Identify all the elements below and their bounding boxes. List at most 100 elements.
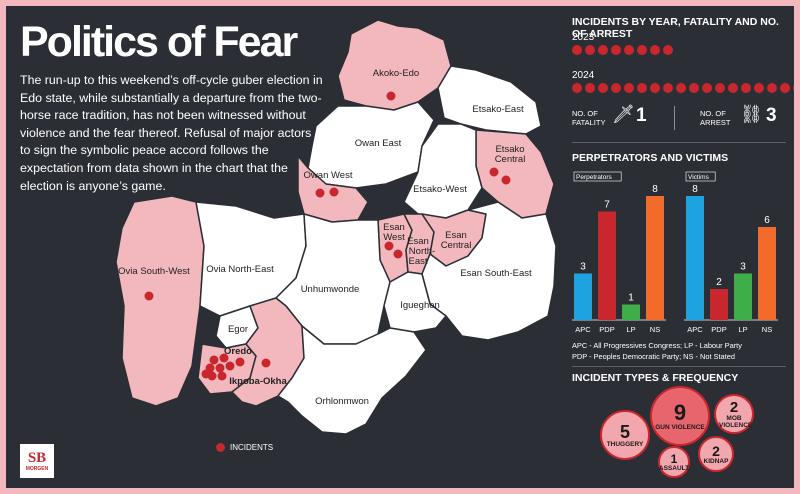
lga-label-esan-south-east: Esan South-East (460, 268, 532, 279)
incident-year-dot (611, 83, 621, 93)
arrest-value: 3 (766, 105, 777, 126)
category-label: NS (762, 325, 772, 334)
brand-name: MORGEN (25, 466, 49, 472)
incident-marker (384, 241, 394, 251)
incident-year-dot (572, 83, 582, 93)
incident-year-dot (728, 83, 738, 93)
map-legend: INCIDENTS (216, 443, 273, 452)
lga-region-etsako-west (403, 123, 483, 219)
lga-label-unhumwonde: Unhumwonde (301, 284, 360, 295)
incident-marker (235, 357, 245, 367)
bar-pdp (598, 211, 616, 320)
bar-value-label: 8 (692, 184, 698, 195)
incident-year-dot (676, 83, 686, 93)
incident-year-dot (637, 45, 647, 55)
incident-year-dot (715, 83, 725, 93)
assault-label: ASSAULT (658, 464, 690, 472)
category-label: APC (687, 325, 703, 334)
lga-label-etsako-central-1: Etsako (495, 144, 524, 155)
incident-year-dot (702, 83, 712, 93)
category-label: NS (650, 325, 660, 334)
lga-label-egor: Egor (228, 324, 248, 335)
incident-year-dot (663, 45, 673, 55)
gun-violence-count: 9 (673, 399, 687, 425)
incident-year-dot (650, 83, 660, 93)
incident-marker (215, 363, 225, 373)
lga-region-ovia-south-west (115, 195, 205, 407)
handcuffs-icon: ⛓ (740, 104, 763, 124)
kidnap-label: KIDNAP (703, 457, 729, 465)
series-tag-box (685, 171, 716, 182)
bar-pdp (710, 289, 728, 320)
assault-count: 1 (670, 451, 678, 466)
bar-value-label: 3 (740, 262, 746, 273)
incident-legend-icon (216, 443, 225, 452)
bubble-kidnap: 2 KIDNAP (698, 436, 734, 472)
category-label: PDP (599, 325, 614, 334)
year-2024-dots (572, 83, 794, 93)
brand-logo: SB MORGEN (20, 444, 54, 478)
incident-year-dot (663, 83, 673, 93)
fatality-label: NO. OF FATALITY (572, 109, 606, 127)
intro-paragraph: The run-up to this weekend’s off-cycle g… (20, 73, 323, 193)
incident-types-header: INCIDENT TYPES & FREQUENCY (572, 372, 739, 384)
lga-region-esan-south-east (421, 201, 557, 341)
incident-year-dot (598, 83, 608, 93)
incident-year-dot (611, 45, 621, 55)
infographic: Akoko-Edo Etsako-East Owan East Etsako C… (6, 6, 794, 488)
incident-year-dot (793, 83, 794, 93)
incident-year-dot (572, 45, 582, 55)
incident-marker (219, 353, 229, 363)
incident-year-dot (689, 83, 699, 93)
arrest-label: NO. OF ARREST (700, 109, 731, 127)
incident-marker (201, 369, 211, 379)
lga-label-owan-east: Owan East (355, 138, 402, 149)
bar-ns (758, 227, 776, 320)
bar-value-label: 8 (652, 184, 658, 195)
lga-label-esan-west-2: West (383, 232, 405, 243)
lga-region-ikpoba-okha (231, 297, 305, 407)
lga-region-orhlonmwon (277, 325, 427, 435)
incident-year-dot (780, 83, 790, 93)
lga-label-etsako-west: Etsako-West (413, 184, 467, 195)
fatality-value: 1 (636, 105, 647, 126)
lga-region-igueghen (383, 271, 447, 333)
bubble-gun-violence: 9 GUN VIOLENCE (650, 386, 710, 446)
category-label: APC (575, 325, 591, 334)
incident-marker (329, 187, 339, 197)
series-tag-label: Perpetrators (576, 174, 613, 181)
lga-label-akoko-edo: Akoko-Edo (373, 68, 419, 79)
incident-year-dot (741, 83, 751, 93)
lga-label-ovia-south-west: Ovia South-West (118, 266, 190, 277)
perpetrators-victims-chart: Perpetrators 3 APC 7 PDP 1 LP 8 NS Victims 8 APC 2 PD… (572, 171, 778, 334)
incident-marker (393, 249, 403, 259)
brand-mark: SB (27, 450, 47, 466)
year-2023-dots (572, 45, 673, 55)
incident-year-dot (754, 83, 764, 93)
edo-state-map: Akoko-Edo Etsako-East Owan East Etsako C… (115, 19, 557, 435)
lga-label-esan-central-2: Central (441, 240, 472, 251)
incident-marker (501, 175, 511, 185)
lga-label-ovia-north-east: Ovia North-East (206, 264, 274, 275)
bar-lp (622, 304, 640, 320)
lga-region-akoko-edo (337, 19, 452, 111)
legend-label: INCIDENTS (230, 443, 274, 452)
thuggery-count: 5 (619, 421, 630, 442)
incident-year-dot (624, 83, 634, 93)
mob-violence-count: 2 (729, 398, 739, 416)
incident-year-dot (650, 45, 660, 55)
incident-marker (315, 188, 325, 198)
incident-marker (209, 355, 219, 365)
category-label: PDP (711, 325, 726, 334)
thuggery-label: THUGGERY (606, 440, 644, 448)
party-note-1: APC - All Progressives Congress; LP - La… (572, 341, 742, 350)
incident-year-dot (585, 45, 595, 55)
series-tag-label: Victims (688, 174, 710, 181)
incident-marker (225, 361, 235, 371)
bar-value-label: 6 (764, 215, 770, 226)
section-divider (572, 366, 786, 367)
lga-label-owan-west: Owan West (304, 170, 353, 181)
lga-label-esan-west-1: Esan (383, 222, 405, 233)
lga-label-igueghen: Igueghen (400, 300, 440, 311)
mob-violence-label: MOB VIOLENCE (719, 414, 753, 429)
